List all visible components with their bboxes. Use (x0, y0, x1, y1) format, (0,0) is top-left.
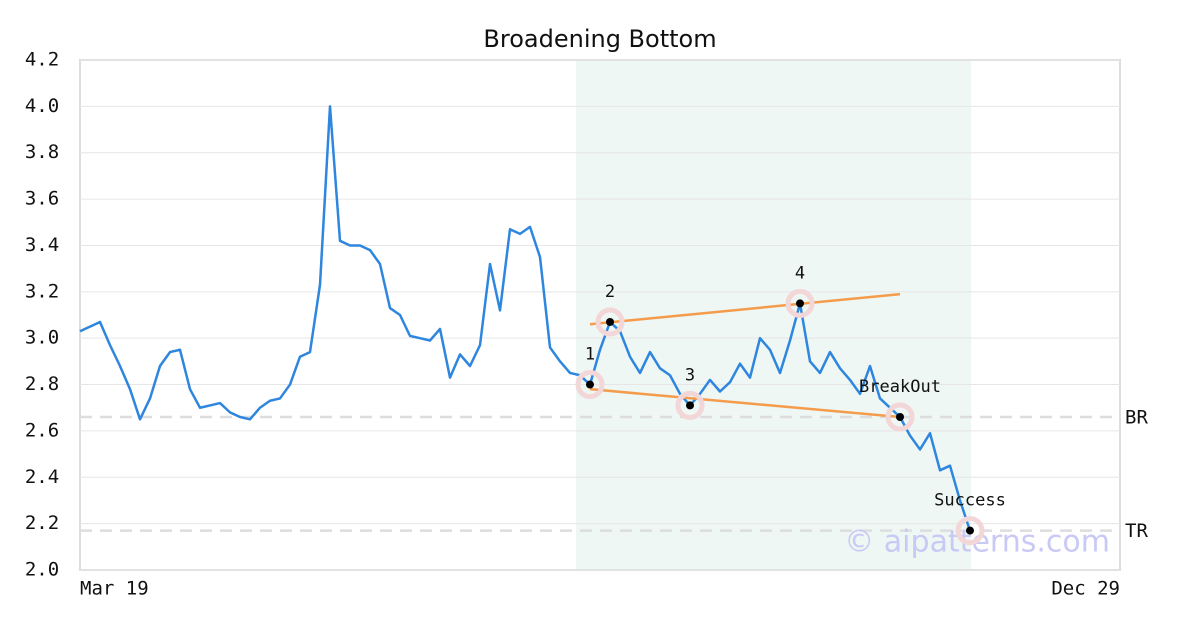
pivot-dot (586, 380, 594, 389)
y-tick-label: 4.2 (25, 49, 59, 71)
pivot-dot (796, 299, 804, 308)
trendline (589, 387, 901, 419)
chart-title: Broadening Bottom (483, 25, 716, 53)
level-label: TR (1125, 520, 1148, 542)
pivot-label: 1 (585, 345, 595, 365)
x-tick-label: Mar 19 (80, 578, 149, 600)
pivot-label: 4 (795, 263, 805, 283)
y-tick-label: 2.4 (25, 466, 59, 488)
pivot-halo (785, 288, 815, 318)
pivot-halo (885, 402, 915, 432)
pivot-label: Success (934, 491, 1006, 511)
pivot-dot (896, 413, 904, 421)
pivot-dot (606, 317, 614, 326)
y-tick-label: 3.8 (25, 141, 59, 163)
y-tick-label: 2.2 (25, 512, 59, 534)
pattern-range (576, 61, 971, 569)
trendline (589, 292, 901, 326)
y-tick-label: 4.0 (25, 95, 59, 117)
pivot-label: 3 (685, 365, 695, 385)
pivot-halo (955, 516, 985, 546)
y-tick-label: 3.6 (25, 188, 59, 210)
y-tick-label: 2.6 (25, 419, 59, 441)
y-tick-label: 3.4 (25, 234, 59, 256)
y-tick-label: 2.8 (25, 373, 59, 395)
price-line (79, 105, 972, 531)
pivot-label: BreakOut (859, 377, 941, 397)
pivot-halo (575, 370, 605, 400)
pivot-label: 2 (605, 282, 615, 302)
pivot-dot (966, 526, 974, 535)
pivot-dot (686, 401, 694, 410)
y-tick-label: 3.2 (25, 280, 59, 302)
pivot-halo (595, 307, 625, 337)
y-tick-label: 3.0 (25, 327, 59, 349)
pivot-halo (675, 390, 705, 420)
y-tick-label: 2.0 (25, 559, 59, 581)
level-label: BR (1125, 407, 1148, 429)
x-tick-label: Dec 29 (1051, 578, 1120, 600)
